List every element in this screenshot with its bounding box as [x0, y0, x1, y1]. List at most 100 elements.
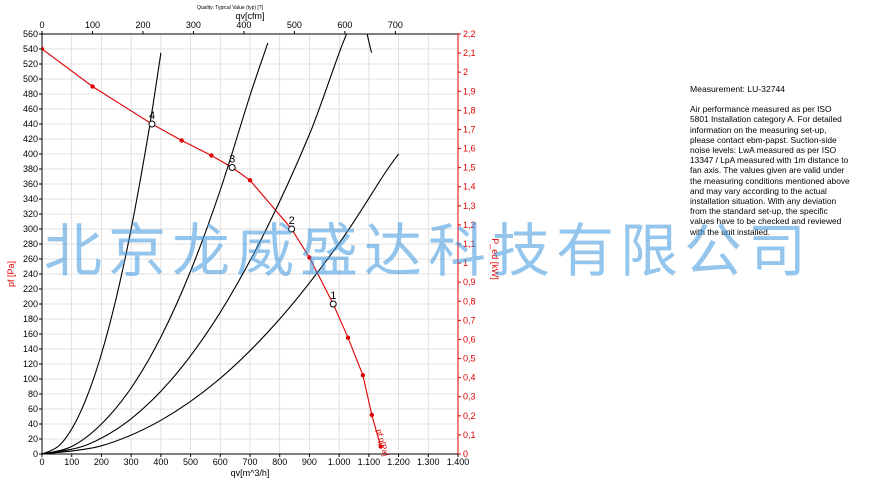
- operating-point-2: [288, 225, 296, 233]
- pf-data-point: [378, 444, 383, 449]
- pf-curve: [42, 48, 382, 447]
- x-axis-ticks: 0 100 200 300 400 500 600 700 800 900 1.000 1.100 1.…: [39, 454, 469, 467]
- header-note: Quality: Typical Value (typ) [?]: [197, 5, 264, 11]
- x-tick-label: 900: [302, 457, 317, 467]
- y-tick-label: 540: [23, 44, 38, 54]
- y-tick-label: 340: [23, 194, 38, 204]
- y-tick-label: 20: [28, 434, 38, 444]
- x-tick-label: 1.300: [417, 457, 440, 467]
- y-tick-label: 120: [23, 359, 38, 369]
- y-tick-label: 480: [23, 89, 38, 99]
- x2-axis-ticks: 0 100 200 300 400 500 600 700: [39, 20, 403, 34]
- y2-tick-label: 2,1: [463, 48, 476, 58]
- x-tick-label: 300: [124, 457, 139, 467]
- x2-tick-label: 700: [388, 20, 403, 30]
- y-tick-label: 160: [23, 329, 38, 339]
- x2-tick-label: 600: [337, 20, 352, 30]
- y2-tick-label: 1,5: [463, 163, 476, 173]
- y2-tick-label: 0,6: [463, 334, 476, 344]
- pf-data-point: [179, 138, 184, 143]
- operating-points: 1 2 3 4: [148, 110, 337, 308]
- x2-axis-title: qv[cfm]: [235, 11, 264, 21]
- operating-point-4: [148, 120, 156, 128]
- x-tick-label: 800: [272, 457, 287, 467]
- y2-tick-label: 1,9: [463, 86, 476, 96]
- y2-tick-label: 0,4: [463, 373, 476, 383]
- y2-tick-label: 1,2: [463, 220, 476, 230]
- y-tick-label: 100: [23, 374, 38, 384]
- y-tick-label: 560: [23, 29, 38, 39]
- operating-point-label: 2: [289, 215, 295, 227]
- y-axis-ticks: 0 20 40 60 80 100 120 140 160 180 200 220 240 260 280 3…: [23, 29, 42, 459]
- y-tick-label: 180: [23, 314, 38, 324]
- x2-tick-label: 400: [236, 20, 251, 30]
- x2-tick-label: 300: [186, 20, 201, 30]
- system-curve-2: [42, 42, 269, 454]
- pf-data-point: [369, 412, 375, 418]
- x-tick-label: 500: [183, 457, 198, 467]
- pf-data-point: [345, 335, 351, 340]
- x-tick-label: 200: [94, 457, 109, 467]
- x-tick-label: 400: [153, 457, 168, 467]
- operating-point-1: [329, 300, 337, 308]
- y-tick-label: 440: [23, 119, 38, 129]
- y-tick-label: 460: [23, 104, 38, 114]
- x-tick-label: 1.100: [358, 457, 381, 467]
- x-tick-label: 0: [39, 457, 44, 467]
- x-axis-title: qv[m^3/h]: [231, 468, 270, 478]
- y-tick-label: 300: [23, 224, 38, 234]
- y2-tick-label: 1: [463, 258, 468, 268]
- y-tick-label: 0: [33, 449, 38, 459]
- y2-tick-label: 1,3: [463, 201, 476, 211]
- x2-tick-label: 200: [135, 20, 150, 30]
- y2-tick-label: 0,3: [463, 392, 476, 402]
- y-tick-label: 380: [23, 164, 38, 174]
- pf-data-point: [247, 178, 253, 183]
- y-tick-label: 400: [23, 149, 38, 159]
- y-tick-label: 220: [23, 284, 38, 294]
- y-tick-label: 360: [23, 179, 38, 189]
- measurement-info: Measurement: LU-32744 Air performance me…: [690, 84, 850, 237]
- y2-tick-label: 0,1: [463, 430, 476, 440]
- y-tick-label: 60: [28, 404, 38, 414]
- y2-axis-title: P_ed [kW]: [490, 238, 500, 280]
- x-tick-label: 1.000: [328, 457, 351, 467]
- y2-tick-label: 1,1: [463, 239, 476, 249]
- y-axis-title: pf [Pa]: [6, 261, 16, 287]
- system-curve-3: [42, 34, 373, 454]
- pf-data-point: [90, 84, 95, 89]
- y-tick-label: 80: [28, 389, 38, 399]
- pf-data-point: [209, 153, 214, 158]
- y2-tick-label: 0,8: [463, 296, 476, 306]
- y2-tick-label: 2: [463, 67, 468, 77]
- y2-tick-label: 0,7: [463, 315, 476, 325]
- y2-tick-label: 0,2: [463, 411, 476, 421]
- measurement-id: Measurement: LU-32744: [690, 84, 786, 94]
- x2-tick-label: 500: [287, 20, 302, 30]
- y-tick-label: 40: [28, 419, 38, 429]
- x-tick-label: 600: [213, 457, 228, 467]
- pf-data-point: [360, 373, 366, 378]
- y-tick-label: 260: [23, 254, 38, 264]
- chart-grid: [41, 33, 459, 455]
- system-curve-1: [42, 52, 162, 454]
- y-tick-label: 200: [23, 299, 38, 309]
- operating-point-label: 3: [229, 154, 235, 166]
- y2-tick-label: 1,8: [463, 105, 476, 115]
- x-tick-label: 1.200: [387, 457, 410, 467]
- x-tick-label: 700: [242, 457, 257, 467]
- y-tick-label: 520: [23, 59, 38, 69]
- y-tick-label: 500: [23, 74, 38, 84]
- y-tick-label: 280: [23, 239, 38, 249]
- y2-tick-label: 0,5: [463, 354, 476, 364]
- series-layer: [42, 34, 400, 454]
- x-tick-label: 100: [64, 457, 79, 467]
- y2-tick-label: 2,2: [463, 29, 476, 39]
- y-tick-label: 420: [23, 134, 38, 144]
- operating-point-label: 1: [330, 290, 336, 302]
- y-tick-label: 140: [23, 344, 38, 354]
- pf-data-point: [42, 46, 45, 52]
- y2-axis-ticks: 0 0,1 0,2 0,3 0,4 0,5 0,6 0,7 0,8 0,9 1 1,1 1,2 1,3 1,…: [458, 29, 476, 459]
- y-tick-label: 320: [23, 209, 38, 219]
